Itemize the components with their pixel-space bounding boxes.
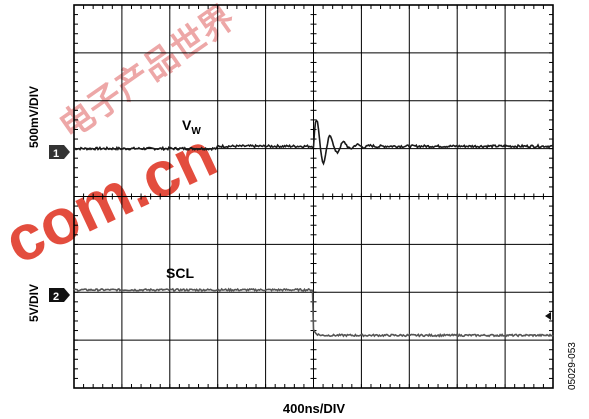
- scl-label: SCL: [166, 265, 194, 281]
- ch2-scale-label: 5V/DIV: [27, 284, 41, 322]
- x-axis-label: 400ns/DIV: [283, 401, 345, 416]
- channel-2-marker: 2: [49, 288, 70, 303]
- vw-trace: [73, 119, 554, 166]
- series-label-vw: VW: [182, 117, 201, 137]
- vw-label: VW: [182, 117, 201, 137]
- channel-2-number: 2: [53, 291, 59, 303]
- vw-label-main: V: [182, 117, 192, 133]
- scope-traces: [73, 119, 554, 338]
- watermark-cjk: 电子产品世界: [52, 0, 242, 147]
- trigger-level-arrow-icon: [545, 312, 551, 320]
- channel-1-arrow-icon: [49, 145, 70, 159]
- channel-1-marker: 1: [49, 145, 70, 160]
- figure-id: 05029-053: [567, 342, 578, 390]
- trigger-level-marker: [545, 312, 551, 320]
- channel-2-arrow-icon: [49, 288, 70, 302]
- channel-1-number: 1: [53, 148, 59, 160]
- vw-label-sub: W: [191, 126, 201, 137]
- scl-trace: [73, 287, 554, 338]
- ch1-scale-label: 500mV/DIV: [27, 86, 41, 148]
- scope-grid: [73, 4, 554, 389]
